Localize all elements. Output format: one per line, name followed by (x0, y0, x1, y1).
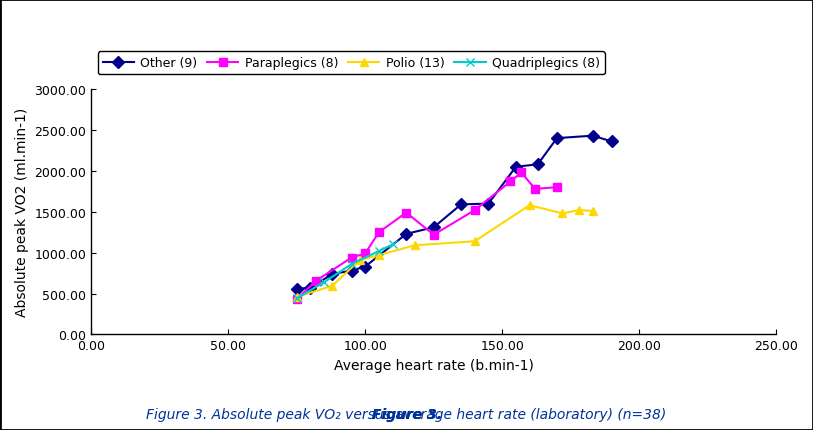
Other (9) (511, 165, 521, 170)
Line: Polio (13): Polio (13) (293, 202, 597, 301)
Polio (13) (354, 258, 364, 263)
Other (9) (292, 286, 302, 292)
Paraplegics (8) (311, 279, 321, 284)
X-axis label: Average heart rate (b.min-1): Average heart rate (b.min-1) (334, 358, 533, 372)
Polio (13) (410, 243, 420, 248)
Quadriplegics (8) (320, 280, 329, 285)
Polio (13) (374, 253, 384, 258)
Paraplegics (8) (428, 233, 438, 238)
Polio (13) (574, 208, 584, 213)
Other (9) (533, 163, 542, 168)
Quadriplegics (8) (388, 243, 398, 248)
Polio (13) (292, 295, 302, 300)
Other (9) (456, 203, 466, 208)
Paraplegics (8) (346, 255, 356, 261)
Polio (13) (524, 203, 534, 208)
Polio (13) (470, 239, 480, 244)
Polio (13) (558, 211, 567, 216)
Line: Paraplegics (8): Paraplegics (8) (293, 169, 561, 304)
Other (9) (360, 264, 370, 270)
Other (9) (428, 225, 438, 230)
Other (9) (328, 272, 337, 277)
Other (9) (484, 202, 493, 207)
Quadriplegics (8) (292, 296, 302, 301)
Paraplegics (8) (402, 211, 411, 216)
Paraplegics (8) (292, 297, 302, 302)
Text: Figure 3. Absolute peak VO₂ versus average heart rate (laboratory) (n=38): Figure 3. Absolute peak VO₂ versus avera… (146, 408, 667, 421)
Line: Quadriplegics (8): Quadriplegics (8) (293, 241, 397, 303)
Y-axis label: Absolute peak VO2 (ml.min-1): Absolute peak VO2 (ml.min-1) (15, 108, 29, 316)
Other (9) (402, 232, 411, 237)
Other (9) (306, 286, 315, 291)
Other (9) (346, 268, 356, 273)
Paraplegics (8) (470, 208, 480, 213)
Paraplegics (8) (516, 171, 526, 176)
Paraplegics (8) (360, 251, 370, 256)
Other (9) (606, 139, 616, 144)
Paraplegics (8) (506, 179, 515, 184)
Other (9) (552, 136, 562, 141)
Quadriplegics (8) (346, 262, 356, 267)
Line: Other (9): Other (9) (293, 132, 616, 293)
Paraplegics (8) (374, 230, 384, 235)
Other (9) (588, 134, 598, 139)
Text: Figure 3.: Figure 3. (372, 408, 441, 421)
Polio (13) (328, 283, 337, 289)
Paraplegics (8) (530, 187, 540, 192)
Text: Figure 3. Absolute peak VO₂ versus average heart rate (laboratory) (n=38): Figure 3. Absolute peak VO₂ versus avera… (146, 408, 667, 421)
Polio (13) (588, 209, 598, 214)
Text: Figure 3.: Figure 3. (372, 408, 441, 421)
Paraplegics (8) (552, 185, 562, 190)
Legend: Other (9), Paraplegics (8), Polio (13), Quadriplegics (8): Other (9), Paraplegics (8), Polio (13), … (98, 52, 605, 75)
Quadriplegics (8) (374, 249, 384, 254)
